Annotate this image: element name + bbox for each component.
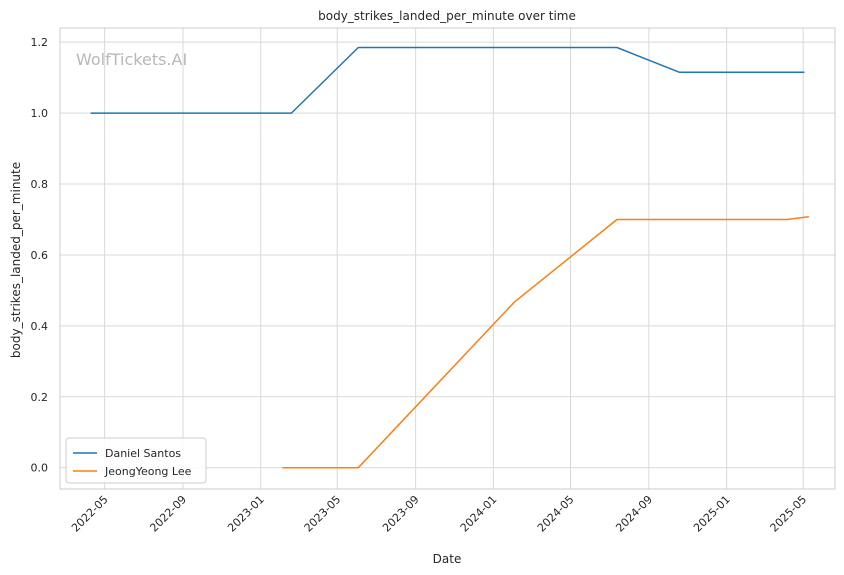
watermark: WolfTickets.AI: [76, 50, 187, 69]
chart-title: body_strikes_landed_per_minute over time: [318, 9, 576, 23]
y-tick-label: 1.0: [31, 107, 49, 120]
series-line-jeongyeong-lee: [282, 215, 809, 469]
legend-box: [65, 437, 207, 484]
y-tick-label: 1.2: [31, 36, 49, 49]
y-axis-label: body_strikes_landed_per_minute: [9, 162, 23, 358]
y-tick-label: 0.0: [31, 462, 49, 475]
x-axis-label: Date: [433, 552, 462, 566]
y-tick-label: 0.2: [31, 391, 49, 404]
legend: Daniel Santos JeongYeong Lee: [65, 437, 207, 484]
y-tick-label: 0.6: [31, 249, 49, 262]
series-layer: [90, 46, 809, 469]
legend-label-daniel-santos: Daniel Santos: [105, 447, 181, 460]
plot-area: [59, 27, 836, 490]
grid: [60, 28, 835, 489]
legend-label-jeongyeong-lee: JeongYeong Lee: [104, 465, 192, 478]
series-line-daniel-santos: [90, 46, 805, 114]
y-tick-label: 0.4: [31, 320, 49, 333]
y-tick-label: 0.8: [31, 178, 49, 191]
